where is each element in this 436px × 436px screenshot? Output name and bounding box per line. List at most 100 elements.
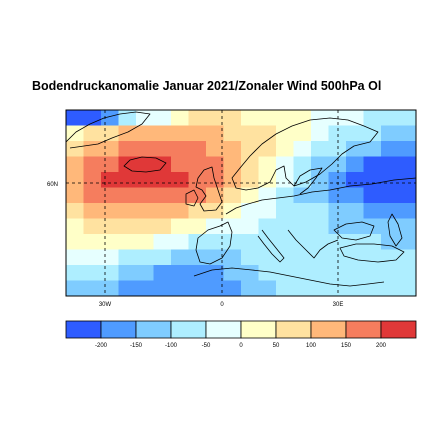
heatmap-cell: [101, 203, 120, 220]
heatmap-cell: [328, 110, 347, 127]
heatmap-cell: [258, 203, 277, 220]
heatmap-cell: [153, 172, 172, 189]
heatmap-cell: [311, 249, 330, 266]
heatmap-cell: [171, 234, 190, 251]
heatmap-cell: [223, 156, 242, 173]
heatmap-cell: [136, 203, 155, 220]
heatmap-cell: [363, 172, 382, 189]
heatmap-cell: [258, 249, 277, 266]
heatmap-cell: [381, 141, 400, 158]
heatmap-cell: [241, 249, 260, 266]
heatmap-cell: [171, 187, 190, 204]
heatmap-cell: [83, 234, 102, 251]
colorbar-tick-label: 50: [273, 343, 280, 349]
heatmap-cell: [363, 203, 382, 220]
heatmap-cell: [363, 265, 382, 282]
heatmap-cell: [223, 218, 242, 235]
colorbar-swatch: [380, 320, 417, 339]
heatmap-cell: [363, 218, 382, 235]
heatmap-cell: [311, 125, 330, 142]
heatmap-cell: [206, 203, 225, 220]
heatmap-cell: [381, 265, 400, 282]
heatmap-cell: [118, 156, 137, 173]
heatmap-cell: [66, 172, 85, 189]
heatmap-cell: [363, 249, 382, 266]
heatmap-cell: [311, 172, 330, 189]
map-frame: [65, 109, 417, 297]
heatmap-cell: [153, 110, 172, 127]
heatmap-cell: [258, 187, 277, 204]
heatmap-cell: [118, 234, 137, 251]
heatmap-cell: [381, 203, 400, 220]
heatmap-cell: [398, 110, 416, 127]
heatmap-cell: [258, 234, 277, 251]
coast-black-sea: [333, 221, 375, 241]
heatmap-cell: [83, 218, 102, 235]
heatmap-cell: [346, 187, 365, 204]
heatmap-cell: [206, 218, 225, 235]
heatmap-cell: [223, 249, 242, 266]
heatmap-cell: [258, 110, 277, 127]
heatmap-cell: [153, 234, 172, 251]
heatmap-cell: [171, 110, 190, 127]
colorbar-tick-label: 200: [376, 343, 387, 349]
colorbar: -200 -150 -100 -50 0 50 100 150 200: [65, 320, 417, 349]
heatmap-cell: [381, 249, 400, 266]
heatmap-cell: [83, 265, 102, 282]
heatmap-cell: [381, 187, 400, 204]
heatmap-cell: [101, 141, 120, 158]
tick-label-30w: 30W: [99, 302, 112, 308]
heatmap-cell: [241, 203, 260, 220]
colorbar-tick-label: 100: [306, 343, 317, 349]
heatmap-cell: [241, 234, 260, 251]
heatmap-cell: [188, 141, 207, 158]
heatmap-cell: [66, 265, 85, 282]
heatmap-cell: [223, 203, 242, 220]
tick-label-0: 0: [220, 302, 224, 308]
heatmap-cell: [118, 187, 137, 204]
heatmap-cell: [66, 187, 85, 204]
colorbar-swatch: [135, 320, 172, 339]
heatmap-cell: [363, 234, 382, 251]
heatmap-cell: [118, 265, 137, 282]
heatmap-cell: [276, 187, 295, 204]
heatmap-cell: [276, 172, 295, 189]
heatmap-cell: [258, 125, 277, 142]
heatmap-cell: [293, 203, 312, 220]
heatmap-cell: [346, 234, 365, 251]
heatmap-cell: [118, 125, 137, 142]
heatmap-cell: [171, 218, 190, 235]
heatmap-cell: [328, 156, 347, 173]
heatmap-cell: [241, 172, 260, 189]
heatmap-cell: [171, 172, 190, 189]
heatmap-cell: [136, 234, 155, 251]
heatmap-cell: [118, 141, 137, 158]
heatmap-cell: [241, 280, 260, 296]
heatmap-cell: [241, 265, 260, 282]
heatmap-cell: [206, 156, 225, 173]
heatmap-cell: [171, 125, 190, 142]
heatmap-cell: [328, 280, 347, 296]
colorbar-swatch: [205, 320, 242, 339]
heatmap-cell: [66, 280, 85, 296]
heatmap-cell: [293, 172, 312, 189]
coast-ireland: [185, 189, 199, 207]
heatmap-cell: [188, 110, 207, 127]
chart-title: Bodendruckanomalie Januar 2021/Zonaler W…: [32, 79, 381, 93]
heatmap-cell: [66, 141, 85, 158]
heatmap-cell: [311, 187, 330, 204]
heatmap-cell: [206, 141, 225, 158]
heatmap-cell: [398, 265, 416, 282]
heatmap-cell: [241, 110, 260, 127]
heatmap-cell: [276, 218, 295, 235]
heatmap-cell: [136, 125, 155, 142]
colorbar-tick-label: -50: [202, 343, 211, 349]
heatmap-cell: [66, 234, 85, 251]
heatmap-cell: [311, 203, 330, 220]
heatmap-cell: [311, 218, 330, 235]
heatmap-cell: [188, 249, 207, 266]
heatmap-cell: [101, 218, 120, 235]
coast-north-africa: [193, 267, 385, 287]
heatmap-cell: [171, 249, 190, 266]
